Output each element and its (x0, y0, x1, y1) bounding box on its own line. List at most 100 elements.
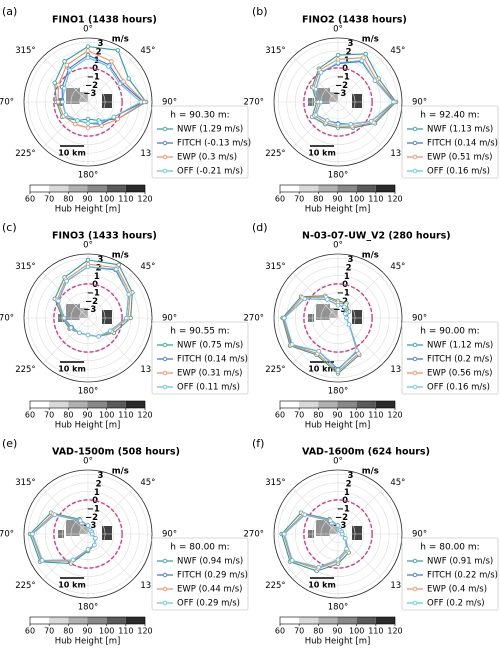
theta-tick-label: 225° (265, 581, 285, 591)
series-marker (316, 349, 321, 354)
theta-tick-label: 45° (390, 478, 405, 488)
legend-title: h = 80.00 m: (170, 543, 229, 553)
series-marker (340, 531, 345, 537)
colorbar-bin (125, 185, 145, 192)
colorbar-tick-label: 120 (137, 195, 152, 204)
r-grid-ring (312, 292, 364, 344)
series-marker (126, 292, 131, 297)
map-patch (80, 92, 88, 102)
legend-marker (412, 126, 418, 132)
colorbar-tick-label: 90 (332, 195, 342, 204)
r-grid-ring (79, 309, 97, 327)
theta-grid-line (337, 56, 384, 103)
series-marker (85, 44, 91, 49)
legend-label: EWP (0.44 m/s) (177, 585, 242, 595)
series-marker (344, 315, 349, 321)
series-marker (346, 322, 352, 327)
colorbar-label: Hub Height [m] (55, 205, 121, 215)
colorbar-bin (68, 617, 88, 624)
theta-grid-line (337, 272, 384, 319)
colorbar-tick-label: 100 (349, 627, 364, 636)
theta-grid-line (42, 533, 89, 580)
series-marker (348, 121, 353, 127)
colorbar-bin (87, 401, 107, 408)
theta-tick-label: 45° (390, 46, 405, 56)
theta-grid-line (292, 101, 339, 148)
map-patch (316, 304, 330, 320)
series-marker (369, 118, 374, 124)
colorbar-tick-label: 70 (44, 627, 54, 636)
legend-label: OFF (0.16 m/s) (427, 383, 490, 393)
colorbar-bin (49, 185, 69, 192)
series-marker (39, 558, 45, 563)
chart-title: VAD-1600m (624 hours) (302, 447, 430, 458)
colorbar-bin (125, 617, 145, 624)
r-grid-ring (36, 482, 140, 586)
legend-title: h = 90.55 m: (170, 327, 229, 337)
r-unit-label: m/s (112, 467, 129, 477)
series-marker (302, 296, 307, 301)
r-tick-label: 3 (347, 39, 353, 49)
legend-marker (412, 154, 418, 160)
series-marker (107, 328, 113, 333)
legend-label: OFF (0.2 m/s) (427, 599, 485, 609)
scale-bar-label: 10 km (58, 581, 86, 590)
colorbar-bin (375, 401, 395, 408)
legend-label: FITCH (0.14 m/s) (177, 355, 248, 365)
colorbar-tick-label: 80 (63, 411, 73, 420)
r-tick-label: 2 (346, 47, 352, 57)
colorbar-tick-label: 60 (275, 411, 285, 420)
legend-box (401, 321, 499, 395)
colorbar-tick-label: 60 (275, 195, 285, 204)
series-marker (97, 120, 103, 125)
r-grid-ring (295, 491, 381, 577)
r-grid-ring (295, 275, 381, 361)
map-patch (352, 310, 362, 324)
series-marker (363, 51, 368, 57)
series-marker (77, 330, 82, 335)
series-marker (85, 116, 91, 122)
r-unit-label: m/s (112, 35, 129, 45)
theta-tick-label: 270° (0, 530, 14, 540)
series-marker (106, 64, 111, 69)
colorbar-tick-label: 110 (368, 411, 383, 420)
r-tick-label: 1 (94, 56, 100, 66)
legend-label: NWF (1.29 m/s) (177, 125, 243, 135)
r-tick-label: −3 (333, 305, 346, 315)
colorbar-bin (125, 401, 145, 408)
colorbar-bin (106, 401, 126, 408)
map-patch (66, 304, 80, 320)
colorbar-bin (318, 617, 338, 624)
series-marker (313, 86, 319, 92)
r-tick-label: −1 (337, 288, 350, 298)
map-patch (80, 308, 88, 318)
legend-marker (162, 168, 168, 174)
r-grid-ring (277, 473, 399, 595)
series-marker (325, 118, 330, 123)
colorbar-bin (280, 401, 300, 408)
legend-box (401, 537, 499, 611)
series-marker (62, 59, 67, 64)
theta-grid-line (292, 317, 339, 364)
legend-marker (162, 154, 168, 160)
panel-label: (f) (252, 437, 264, 450)
series-marker (318, 99, 324, 105)
series-marker (85, 547, 91, 552)
theta-tick-label: 225° (265, 365, 285, 375)
r-tick-label: 0 (92, 64, 98, 74)
series-marker (63, 112, 69, 117)
legend-label: NWF (0.94 m/s) (177, 557, 243, 567)
legend-marker (162, 356, 168, 362)
colorbar-tick-label: 60 (275, 627, 285, 636)
series-marker (335, 557, 341, 562)
series-marker (85, 121, 91, 126)
colorbar-bin (87, 185, 107, 192)
series-marker (111, 114, 117, 120)
reference-ring (303, 67, 373, 137)
reference-ring (53, 67, 123, 137)
theta-tick-label: 315° (265, 262, 285, 272)
legend-marker (412, 384, 418, 390)
legend-label: NWF (1.13 m/s) (427, 125, 493, 135)
colorbar-tick-label: 70 (294, 627, 304, 636)
r-tick-label: −2 (85, 81, 98, 91)
